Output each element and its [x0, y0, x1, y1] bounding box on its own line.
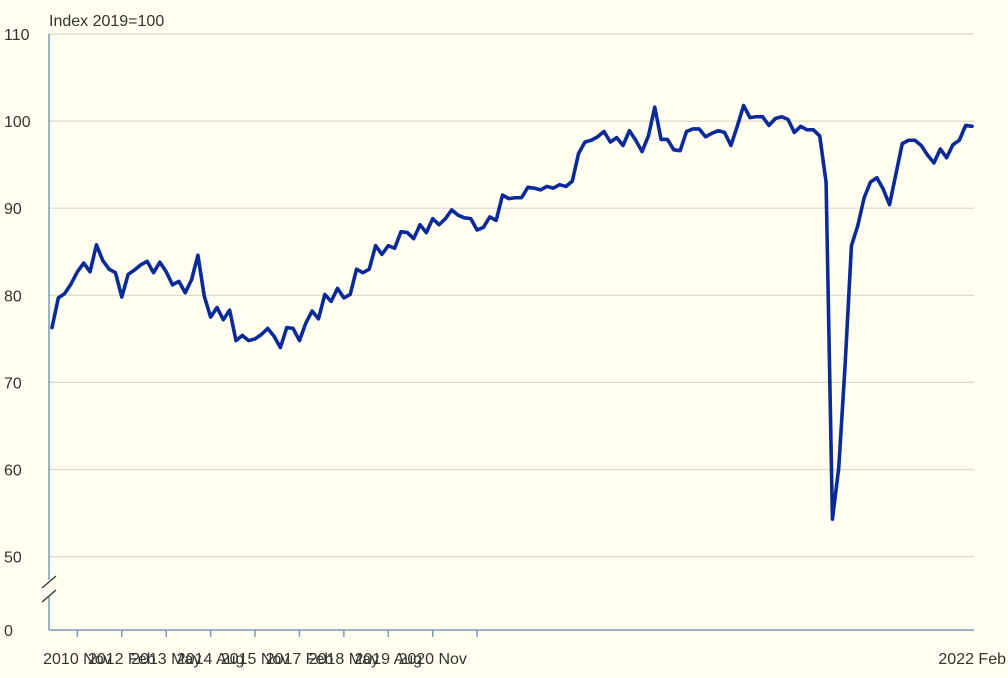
axis-break-mark [41, 589, 57, 603]
series-line [50, 103, 974, 521]
y-tick-label: 70 [4, 375, 22, 392]
x-tick-label: 2010 Nov [43, 651, 112, 668]
y-tick-label: 50 [4, 550, 22, 567]
y-tick-label: 110 [4, 27, 30, 44]
x-tick-label: 2020 Nov [398, 651, 467, 668]
y-tick-label: 80 [4, 288, 22, 305]
gridlines [49, 33, 974, 558]
axis-break-mark [41, 575, 57, 589]
x-tick-label: 2013 May [131, 651, 201, 668]
x-tick-label: 2015 Nov [221, 651, 290, 668]
x-tick-label: 2017 Feb [266, 651, 334, 668]
y-tick-label: 100 [4, 114, 31, 131]
x-tick-label: 2022 Feb [938, 651, 1006, 668]
x-tick-label: 2018 May [309, 651, 379, 668]
y-tick-label: 0 [4, 623, 13, 640]
x-tick-label: 2019 Aug [354, 651, 422, 668]
y-tick-label: 90 [4, 201, 22, 218]
x-tick-label: 2014 Aug [177, 651, 245, 668]
y-tick-label: 60 [4, 463, 22, 480]
y-unit-label: Index 2019=100 [49, 13, 164, 30]
axes [41, 34, 974, 637]
x-tick-label: 2012 Feb [88, 651, 156, 668]
series-layer [50, 103, 974, 521]
